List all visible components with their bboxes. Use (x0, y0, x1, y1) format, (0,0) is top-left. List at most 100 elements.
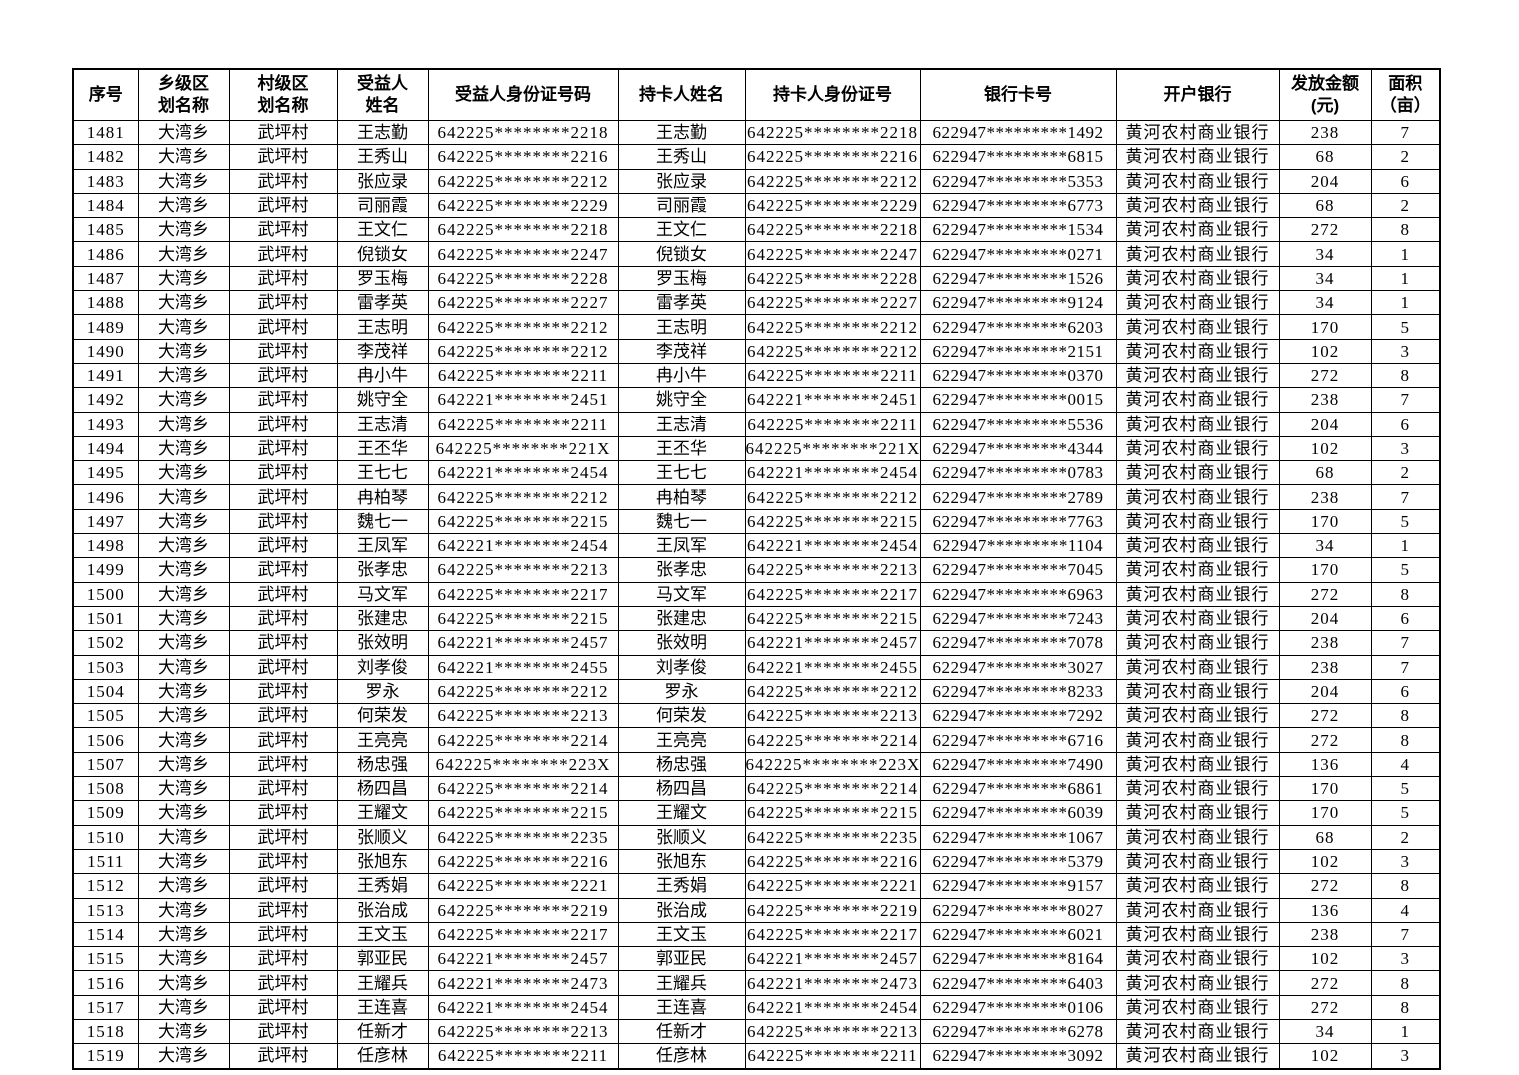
cell-area-mu: 5 (1370, 776, 1441, 802)
cell-serial-number: 1515 (72, 946, 139, 972)
cell-area-mu: 7 (1370, 654, 1441, 680)
column-header-township-name: 乡级区 划名称 (137, 68, 230, 121)
cell-bank-card-number: 622947*********5353 (919, 168, 1117, 194)
table-row: 1486 大湾乡 武坪村 倪锁女 642225********2247 倪锁女 642225… (72, 241, 1441, 267)
column-header-cardholder-id-number: 持卡人身份证号 (744, 68, 921, 121)
cell-cardholder-name: 王文玉 (617, 921, 746, 948)
cell-village-name: 武坪村 (228, 581, 338, 607)
cell-area-mu: 1 (1370, 1018, 1441, 1045)
cell-township-name: 大湾乡 (137, 994, 230, 1020)
cell-beneficiary-id-number: 642225********2212 (427, 484, 619, 510)
cell-bank-card-number: 622947*********7292 (919, 703, 1117, 729)
cell-amount-yuan: 272 (1278, 727, 1372, 753)
cell-bank-card-number: 622947*********1104 (919, 533, 1117, 559)
cell-township-name: 大湾乡 (137, 800, 230, 826)
cell-bank-card-number: 622947*********9124 (919, 290, 1117, 316)
cell-area-mu: 8 (1370, 727, 1441, 753)
cell-cardholder-name: 何荣发 (617, 703, 746, 729)
cell-bank-name: 黄河农村商业银行 (1115, 241, 1280, 267)
cell-cardholder-name: 冉柏琴 (617, 484, 746, 510)
table-row: 1518 大湾乡 武坪村 任新才 642225********2213 任新才 642225… (72, 1018, 1441, 1045)
cell-village-name: 武坪村 (228, 338, 338, 364)
cell-beneficiary-name: 王凤军 (336, 533, 429, 559)
cell-bank-card-number: 622947*********5536 (919, 411, 1117, 437)
cell-beneficiary-name: 司丽霞 (336, 192, 429, 219)
cell-bank-card-number: 622947*********6403 (919, 970, 1117, 996)
cell-village-name: 武坪村 (228, 411, 338, 437)
cell-serial-number: 1498 (72, 533, 139, 559)
cell-beneficiary-id-number: 642225********2216 (427, 144, 619, 170)
cell-amount-yuan: 238 (1278, 630, 1372, 656)
cell-cardholder-id-number: 642225********2211 (744, 362, 921, 389)
table-row: 1494 大湾乡 武坪村 王丕华 642225********221X 王丕华 642225… (72, 435, 1441, 462)
cell-serial-number: 1499 (72, 557, 139, 583)
cell-cardholder-id-number: 642225********2215 (744, 605, 921, 632)
cell-area-mu: 6 (1370, 605, 1441, 632)
cell-serial-number: 1501 (72, 605, 139, 632)
cell-serial-number: 1491 (72, 362, 139, 389)
cell-beneficiary-id-number: 642225********2215 (427, 800, 619, 826)
table-row: 1504 大湾乡 武坪村 罗永 642225********2212 罗永 642225**… (72, 678, 1441, 705)
cell-beneficiary-name: 马文军 (336, 581, 429, 607)
cell-cardholder-id-number: 642225********2227 (744, 290, 921, 316)
table-row: 1510 大湾乡 武坪村 张顺义 642225********2235 张顺义 642225… (72, 824, 1441, 850)
table-row: 1489 大湾乡 武坪村 王志明 642225********2212 王志明 642225… (72, 314, 1441, 340)
cell-cardholder-name: 王凤军 (617, 533, 746, 559)
cell-cardholder-name: 罗永 (617, 678, 746, 705)
cell-cardholder-name: 王七七 (617, 460, 746, 486)
cell-bank-card-number: 622947*********5379 (919, 848, 1117, 875)
cell-beneficiary-id-number: 642225********2214 (427, 776, 619, 802)
cell-amount-yuan: 272 (1278, 581, 1372, 607)
cell-cardholder-name: 王连喜 (617, 994, 746, 1020)
cell-bank-card-number: 622947*********6963 (919, 581, 1117, 607)
cell-cardholder-name: 王秀娟 (617, 873, 746, 899)
cell-bank-card-number: 622947*********8164 (919, 946, 1117, 972)
cell-village-name: 武坪村 (228, 654, 338, 680)
cell-beneficiary-id-number: 642221********2457 (427, 946, 619, 972)
cell-amount-yuan: 272 (1278, 970, 1372, 996)
cell-bank-name: 黄河农村商业银行 (1115, 338, 1280, 364)
cell-village-name: 武坪村 (228, 241, 338, 267)
table-row: 1483 大湾乡 武坪村 张应录 642225********2212 张应录 642225… (72, 168, 1441, 194)
cell-cardholder-name: 王亮亮 (617, 727, 746, 753)
cell-cardholder-name: 任彦林 (617, 1043, 746, 1070)
cell-serial-number: 1494 (72, 435, 139, 462)
cell-township-name: 大湾乡 (137, 362, 230, 389)
cell-township-name: 大湾乡 (137, 119, 230, 146)
cell-bank-card-number: 622947*********6716 (919, 727, 1117, 753)
cell-cardholder-id-number: 642225********2211 (744, 411, 921, 437)
cell-cardholder-name: 王文仁 (617, 217, 746, 243)
table-row: 1503 大湾乡 武坪村 刘孝俊 642221********2455 刘孝俊 642221… (72, 654, 1441, 680)
cell-cardholder-name: 王志清 (617, 411, 746, 437)
cell-area-mu: 7 (1370, 921, 1441, 948)
table-row: 1491 大湾乡 武坪村 冉小牛 642225********2211 冉小牛 642225… (72, 362, 1441, 389)
cell-cardholder-id-number: 642225********2214 (744, 727, 921, 753)
cell-cardholder-id-number: 642225********221X (744, 435, 921, 462)
cell-township-name: 大湾乡 (137, 678, 230, 705)
cell-village-name: 武坪村 (228, 727, 338, 753)
cell-bank-card-number: 622947*********3092 (919, 1043, 1117, 1070)
cell-area-mu: 4 (1370, 897, 1441, 923)
cell-cardholder-name: 王耀兵 (617, 970, 746, 996)
table-body: 1481 大湾乡 武坪村 王志勤 642225********2218 王志勤 642225… (72, 119, 1441, 1070)
cell-amount-yuan: 272 (1278, 873, 1372, 899)
cell-township-name: 大湾乡 (137, 314, 230, 340)
cell-beneficiary-name: 张顺义 (336, 824, 429, 850)
cell-village-name: 武坪村 (228, 557, 338, 583)
table-row: 1515 大湾乡 武坪村 郭亚民 642221********2457 郭亚民 642221… (72, 946, 1441, 972)
cell-area-mu: 2 (1370, 192, 1441, 219)
cell-village-name: 武坪村 (228, 678, 338, 705)
cell-serial-number: 1504 (72, 678, 139, 705)
cell-beneficiary-id-number: 642225********2228 (427, 265, 619, 292)
cell-beneficiary-id-number: 642225********2213 (427, 1018, 619, 1045)
table-row: 1506 大湾乡 武坪村 王亮亮 642225********2214 王亮亮 642225… (72, 727, 1441, 753)
cell-cardholder-name: 雷孝英 (617, 290, 746, 316)
cell-cardholder-name: 冉小牛 (617, 362, 746, 389)
cell-cardholder-name: 张顺义 (617, 824, 746, 850)
cell-amount-yuan: 170 (1278, 776, 1372, 802)
cell-serial-number: 1513 (72, 897, 139, 923)
cell-bank-card-number: 622947*********0370 (919, 362, 1117, 389)
cell-area-mu: 8 (1370, 362, 1441, 389)
cell-amount-yuan: 272 (1278, 703, 1372, 729)
cell-beneficiary-name: 张治成 (336, 897, 429, 923)
